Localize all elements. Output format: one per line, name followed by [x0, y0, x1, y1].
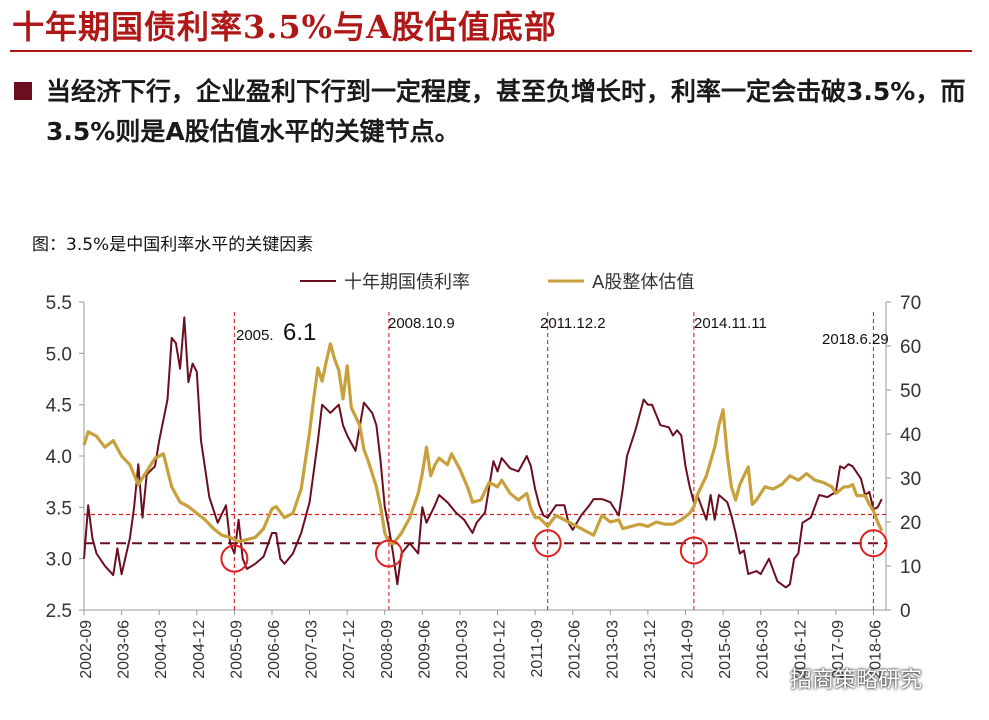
x-tick-label: 2016-03 — [755, 620, 772, 679]
x-tick-label: 2018-06 — [867, 620, 884, 679]
bottom-circle-marker — [374, 539, 403, 568]
y-left-tick-label: 2.5 — [46, 601, 72, 622]
x-tick-label: 2013-12 — [642, 620, 659, 679]
y-right-tick-label: 60 — [900, 337, 921, 358]
series-line-valuation — [82, 342, 884, 546]
y-left-tick-label: 3.5 — [46, 498, 72, 519]
y-right-tick-label: 70 — [900, 293, 921, 314]
bullet-square-icon — [14, 82, 32, 100]
x-tick-label: 2006-06 — [266, 620, 283, 679]
y-right-tick-label: 0 — [900, 601, 911, 622]
bottom-circle-marker — [220, 544, 249, 573]
y-left-tick-label: 5.5 — [46, 293, 72, 314]
y-right-tick-label: 50 — [900, 381, 921, 402]
x-tick-label: 2016-12 — [792, 620, 809, 679]
bottom-circle-marker — [533, 529, 562, 558]
y-left-tick-label: 5.0 — [46, 344, 72, 365]
x-tick-label: 2015-06 — [717, 620, 734, 679]
x-tick-label: 2004-12 — [191, 620, 208, 679]
x-tick-label: 2017-09 — [830, 620, 847, 679]
x-tick-label: 2003-06 — [116, 620, 133, 679]
y-right-tick-label: 20 — [900, 513, 921, 534]
legend-label-bond-yield: 十年期国债利率 — [344, 272, 470, 293]
x-tick-label: 2009-06 — [416, 620, 433, 679]
x-tick-label: 2008-09 — [379, 620, 396, 679]
y-left-tick-label: 4.0 — [46, 447, 72, 468]
y-left-tick-label: 4.5 — [46, 396, 72, 417]
slide-title: 十年期国债利率3.5%与A股估值底部 — [12, 8, 557, 46]
event-label: 2018.6.29 — [822, 331, 889, 348]
x-tick-label: 2004-03 — [153, 620, 170, 679]
x-tick-label: 2013-03 — [604, 620, 621, 679]
x-tick-label: 2012-06 — [567, 620, 584, 679]
series-line-bond-yield — [83, 316, 883, 589]
watermark: 招商策略研究 — [790, 668, 923, 693]
title-rule — [10, 50, 972, 52]
y-right-tick-label: 30 — [900, 469, 921, 490]
y-right-tick-label: 10 — [900, 557, 921, 578]
y-right-tick-label: 40 — [900, 425, 921, 446]
x-tick-label: 2007-12 — [341, 620, 358, 679]
x-tick-label: 2010-03 — [454, 620, 471, 679]
legend-label-valuation: A股整体估值 — [592, 272, 694, 293]
event-label: 2008.10.9 — [388, 315, 455, 332]
bottom-circle-marker — [859, 529, 888, 558]
event-label: 2014.11.11 — [694, 315, 767, 332]
x-tick-label: 2007-03 — [304, 620, 321, 679]
bottom-circle-marker — [679, 536, 708, 565]
y-left-tick-label: 3.0 — [46, 550, 72, 571]
event-label: 2005. — [236, 327, 274, 344]
bullet-text: 当经济下行，企业盈利下行到一定程度，甚至负增长时，利率一定会击破3.5%，而3.… — [46, 77, 966, 146]
x-tick-label: 2005-09 — [228, 620, 245, 679]
chart-caption: 图：3.5%是中国利率水平的关键因素 — [32, 235, 314, 255]
event-label-emphasis: 6.1 — [283, 319, 316, 346]
x-tick-label: 2011-09 — [529, 620, 546, 678]
event-label: 2011.12.2 — [540, 315, 606, 332]
x-tick-label: 2002-09 — [78, 620, 95, 679]
x-tick-label: 2014-09 — [680, 620, 697, 679]
x-tick-label: 2010-12 — [492, 620, 509, 679]
